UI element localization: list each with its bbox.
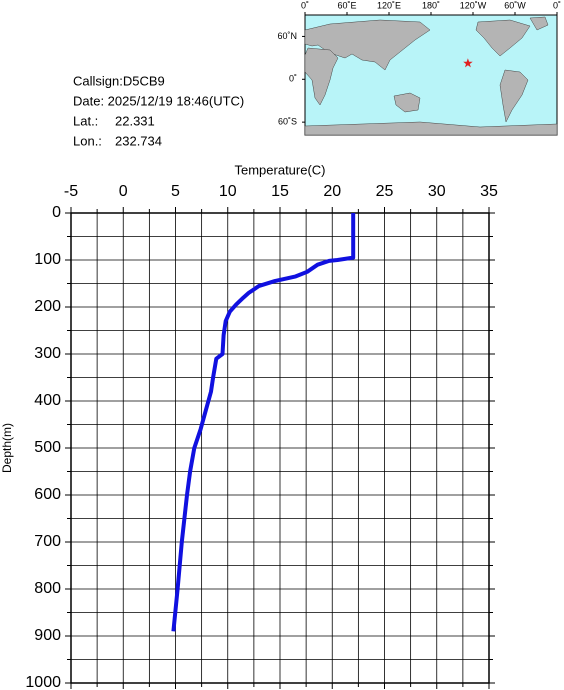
map-x-tick-label: 0˚ — [553, 0, 561, 10]
temperature-profile — [171, 213, 356, 632]
y-tick-label: 900 — [34, 627, 61, 644]
map-x-tick-label: 60˚W — [504, 0, 526, 10]
map-x-tick-label: 180˚ — [422, 0, 440, 10]
y-tick-label: 700 — [34, 533, 61, 550]
map-y-tick-label: 0˚ — [289, 74, 297, 84]
y-tick-label: 0 — [52, 204, 61, 221]
lon-label: Lon.: — [73, 133, 102, 148]
world-map — [304, 14, 558, 136]
map-y-tick-label: 60˚N — [277, 31, 297, 41]
callsign: Callsign:D5CB9 — [73, 73, 165, 88]
y-tick-label: 1000 — [25, 674, 61, 690]
map-y-tick-label: 60˚S — [278, 117, 297, 127]
x-tick-label: 10 — [219, 183, 237, 200]
y-axis-label: Depth(m) — [0, 423, 14, 473]
y-tick-label: 100 — [34, 251, 61, 268]
x-axis-label: Temperature(C) — [234, 162, 325, 177]
x-tick-label: 20 — [323, 183, 341, 200]
x-tick-label: 0 — [119, 183, 128, 200]
map-x-tick-label: 0˚ — [301, 0, 309, 10]
x-tick-label: 15 — [271, 183, 289, 200]
location-marker — [463, 58, 473, 68]
map-x-tick-label: 60˚E — [337, 0, 356, 10]
date: Date: 2025/12/19 18:46(UTC) — [73, 93, 244, 108]
x-tick-label: 25 — [376, 183, 394, 200]
map-x-tick-label: 120˚E — [377, 0, 401, 10]
x-tick-label: 35 — [480, 183, 498, 200]
y-tick-label: 400 — [34, 392, 61, 409]
map-x-tick-label: 120˚W — [460, 0, 487, 10]
x-tick-label: 30 — [428, 183, 446, 200]
lat: 22.331 — [115, 113, 155, 128]
y-tick-label: 600 — [34, 486, 61, 503]
plot-frame — [70, 212, 490, 684]
lat-label: Lat.: — [73, 113, 98, 128]
y-tick-label: 300 — [34, 345, 61, 362]
y-tick-label: 500 — [34, 439, 61, 456]
y-tick-label: 200 — [34, 298, 61, 315]
y-tick-label: 800 — [34, 580, 61, 597]
x-tick-label: -5 — [64, 183, 78, 200]
continents — [304, 16, 558, 136]
x-tick-label: 5 — [171, 183, 180, 200]
lon: 232.734 — [115, 133, 162, 148]
